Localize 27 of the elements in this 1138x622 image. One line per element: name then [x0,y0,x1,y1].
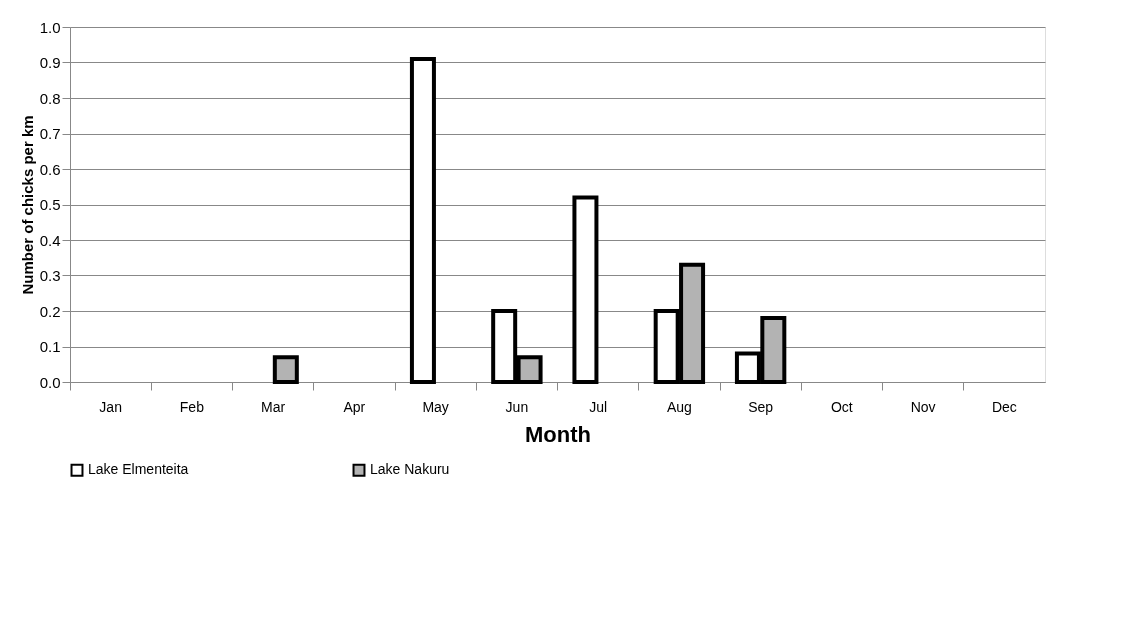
y-tick-label: 0.1 [39,338,61,355]
x-tick-label: Apr [343,398,366,415]
legend-label: Lake Nakuru [370,461,450,478]
x-tick-label: Mar [261,398,286,415]
x-tick-label: Sep [748,398,774,415]
x-axis-title: Month [525,421,591,447]
y-tick-label: 0.5 [39,196,61,213]
x-tick-label: Jul [589,398,608,415]
legend-label: Lake Elmenteita [88,461,189,478]
x-tick-label: Nov [910,398,936,415]
y-tick-label: 0.4 [39,231,61,249]
x-tick-label: Aug [666,398,692,415]
y-tick-label: 0.2 [39,302,61,320]
y-tick-label: 0.7 [39,125,61,142]
y-tick-label: 0.8 [39,89,61,107]
x-tick-label: Feb [179,398,205,415]
y-tick-label: 0.9 [39,54,61,71]
y-tick-label: 0.0 [39,373,61,391]
x-tick-label: Oct [830,398,853,415]
y-tick-label: 0.6 [39,160,61,178]
y-axis-title: Number of chicks per km [18,115,36,295]
y-tick-label: 0.3 [39,267,61,284]
x-tick-label: Dec [991,398,1017,415]
x-tick-label: May [422,398,449,415]
y-tick-label: 1.0 [39,18,61,36]
x-tick-label: Jan [99,398,122,415]
x-tick-label: Jun [505,398,529,415]
